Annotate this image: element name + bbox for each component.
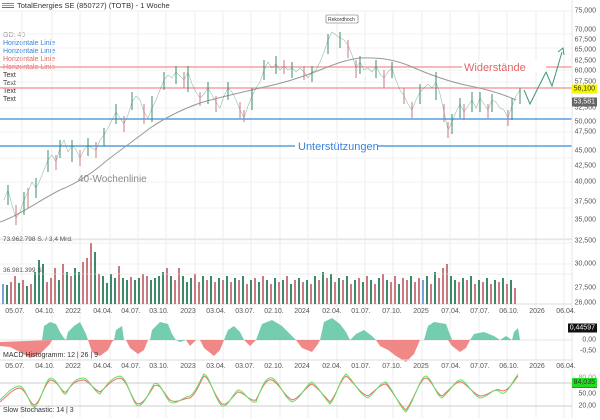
price-tick: 42,500 [574, 162, 596, 170]
macd-tick: 0,00 [582, 336, 596, 344]
current-price-badge: 56,100 [571, 84, 597, 94]
price-tick: 52,500 [574, 104, 596, 112]
chart-title-text: TotalEnergies SE (850727) (TOTB) - 1 Woc… [17, 1, 170, 10]
price-tick: 47,500 [574, 128, 596, 136]
ma-value-badge: 53,581 [571, 97, 597, 107]
price-tick: 67,500 [574, 36, 596, 44]
macd-label: MACD Histogramm: 12 | 26 | 9 [3, 352, 99, 359]
legend-item-text[interactable]: Text [3, 72, 16, 79]
horizontal-gridlines [0, 10, 572, 265]
volume-tick: 30,000 [574, 260, 596, 268]
support-label: Unterstützungen [298, 141, 379, 153]
price-tick: 70,000 [574, 26, 596, 34]
macd-tick: -0,50 [580, 347, 596, 355]
forecast-arrowhead-icon [557, 47, 565, 56]
price-tick: 35,000 [574, 216, 596, 224]
price-tick: 45,000 [574, 147, 596, 155]
legend-item-ma[interactable]: GD: 40 [3, 32, 26, 39]
price-tick: 57,500 [574, 78, 596, 86]
stoch-tick: 50,00 [578, 390, 596, 398]
legend-item-hline[interactable]: Horizontale Linie [3, 56, 56, 63]
stoch-value-badge: 84,035 [571, 378, 597, 388]
price-tick: 62,500 [574, 57, 596, 65]
macd-histogram [0, 318, 520, 362]
legend-swatch-icon [2, 3, 14, 8]
price-tick: 50,000 [574, 118, 596, 126]
stochastic-label: Slow Stochastic: 14 | 3 [3, 407, 74, 414]
resistance-label: Widerstände [464, 62, 526, 74]
chart-title: TotalEnergies SE (850727) (TOTB) - 1 Woc… [2, 1, 170, 10]
ma40-label: 40-Wochenlinie [78, 174, 147, 185]
volume-max-label: 73.962.798 S. / 3,4 Mrd. [3, 236, 73, 243]
candlesticks [3, 31, 521, 225]
macd-value-badge: 0,44597 [567, 323, 597, 333]
volume-tick: 27,500 [574, 284, 596, 292]
volume-mid-label: 36.981.399 S. [3, 267, 44, 274]
price-tick: 32,500 [574, 237, 596, 245]
price-tick: 75,000 [574, 7, 596, 15]
ma40-line [0, 57, 517, 223]
price-tick: 37,500 [574, 198, 596, 206]
price-tick: 60,000 [574, 67, 596, 75]
record-high-box [325, 14, 359, 24]
stoch-tick: 20,00 [578, 402, 596, 410]
volume-tick: 26,000 [574, 299, 596, 307]
volume-bars [2, 243, 516, 304]
price-tick: 65,000 [574, 46, 596, 54]
legend-item-hline[interactable]: Horizontale Linie [3, 48, 56, 55]
legend-item-text[interactable]: Text [3, 80, 16, 87]
legend-item-text[interactable]: Text [3, 96, 16, 103]
legend-item-hline[interactable]: Horizontale Linie [3, 40, 56, 47]
price-tick: 40,000 [574, 178, 596, 186]
record-high-label: Rekordhoch [328, 17, 355, 23]
forecast-arrow-path [523, 51, 563, 106]
legend-item-text[interactable]: Text [3, 88, 16, 95]
stoch-k-line [0, 373, 519, 413]
